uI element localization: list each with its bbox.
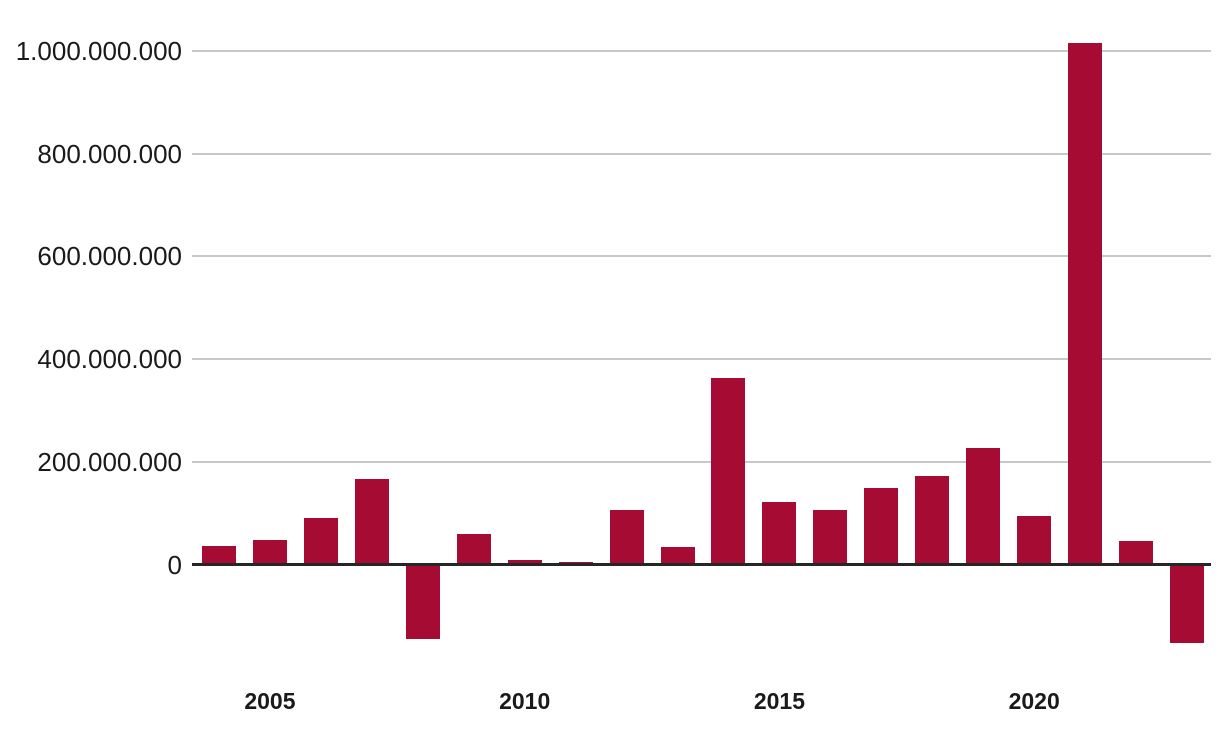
x-axis-zero-line: [192, 563, 1211, 566]
bar-2016: [813, 509, 848, 565]
x-tick-label-2005: 2005: [244, 688, 296, 714]
bar-2021: [1068, 43, 1103, 565]
y-gridline-1000000000: [192, 50, 1211, 52]
bar-2009: [456, 534, 491, 565]
bar-2007: [354, 479, 389, 565]
y-tick-label: 0: [167, 549, 182, 580]
y-tick-label: 1.000.000.000: [15, 36, 182, 66]
bar-2013: [660, 547, 695, 565]
bar-2019: [966, 448, 1001, 565]
y-gridline-200000000: [192, 460, 1211, 463]
bar-2005: [252, 539, 287, 565]
y-gridline-400000000: [192, 358, 1211, 361]
y-tick-label: 600.000.000: [37, 241, 182, 272]
y-gridline-800000000: [192, 152, 1211, 155]
bar-2023: [1170, 564, 1205, 643]
bar-2006: [303, 518, 338, 565]
x-tick-label-2010: 2010: [499, 688, 551, 714]
y-tick-label: 800.000.000: [37, 138, 182, 169]
bar-2017: [864, 487, 899, 565]
x-tick-label-2020: 2020: [1008, 688, 1060, 714]
bar-2010: [507, 559, 542, 565]
x-tick-label-2015: 2015: [753, 688, 805, 714]
bar-2012: [609, 509, 644, 565]
bar-2004: [201, 546, 236, 565]
bar-2020: [1017, 515, 1052, 565]
y-tick-label: 400.000.000: [37, 344, 182, 375]
bar-2008: [405, 564, 440, 640]
bar-2018: [915, 476, 950, 565]
bar-2014: [711, 378, 746, 565]
y-tick-label: 200.000.000: [37, 446, 182, 477]
bar-2022: [1119, 540, 1154, 565]
bar-2015: [762, 502, 797, 565]
y-gridline-600000000: [192, 255, 1211, 258]
